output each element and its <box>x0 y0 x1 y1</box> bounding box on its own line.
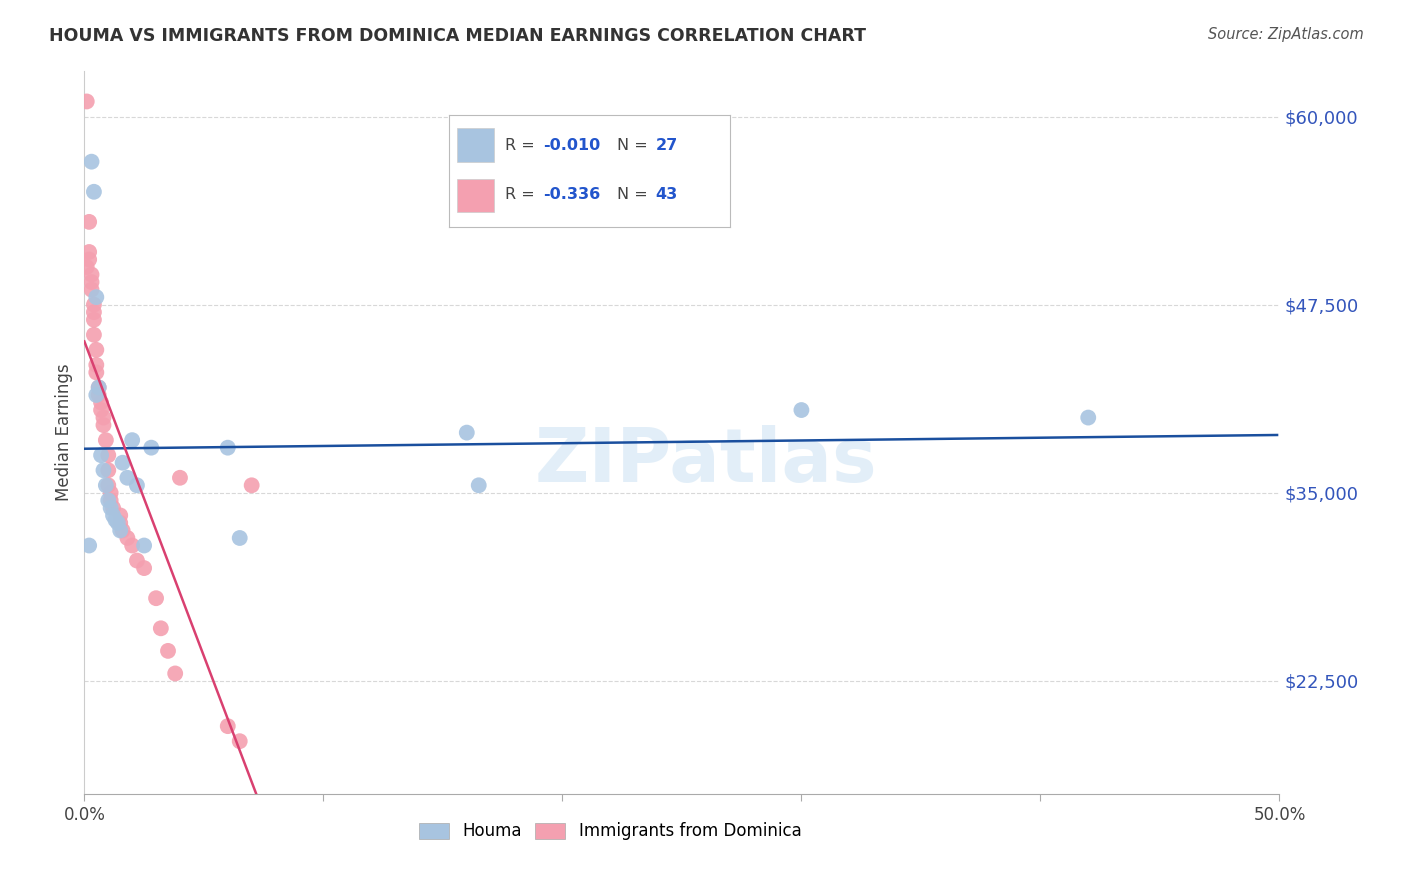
Point <box>80 275 103 289</box>
Point <box>83 312 105 326</box>
Point <box>169 471 191 485</box>
Point <box>76 95 98 109</box>
Point <box>100 485 122 500</box>
Point <box>217 719 239 733</box>
Point <box>97 493 120 508</box>
Point <box>165 666 187 681</box>
Point <box>468 478 491 492</box>
Point <box>93 410 115 425</box>
Point <box>97 478 120 492</box>
Point <box>456 425 478 440</box>
Point <box>101 500 124 515</box>
Point <box>90 403 112 417</box>
Point <box>87 388 110 402</box>
Point <box>87 380 110 394</box>
Legend: Houma, Immigrants from Dominica: Houma, Immigrants from Dominica <box>412 815 808 847</box>
Point <box>132 539 156 553</box>
Point <box>125 553 148 567</box>
Point <box>149 621 172 635</box>
Point <box>83 185 105 199</box>
Point <box>111 524 134 538</box>
Point <box>90 395 112 409</box>
Point <box>117 531 139 545</box>
Point <box>83 305 105 319</box>
Point <box>121 433 143 447</box>
Point <box>76 260 98 274</box>
Point <box>100 493 122 508</box>
Point <box>110 508 132 523</box>
Point <box>141 441 163 455</box>
Point <box>121 539 143 553</box>
Point <box>86 358 108 372</box>
Point <box>110 516 132 530</box>
Point <box>90 448 112 462</box>
Point <box>93 418 115 433</box>
Point <box>93 463 115 477</box>
Text: Source: ZipAtlas.com: Source: ZipAtlas.com <box>1208 27 1364 42</box>
Point <box>97 448 120 462</box>
Point <box>125 478 148 492</box>
Point <box>132 561 156 575</box>
Point <box>104 513 127 527</box>
Point <box>94 433 117 447</box>
Point <box>111 456 134 470</box>
Point <box>107 516 129 530</box>
Point <box>145 591 167 606</box>
Point <box>80 283 103 297</box>
Point <box>790 403 813 417</box>
Point <box>83 327 105 342</box>
Point <box>86 366 108 380</box>
Point <box>86 290 108 304</box>
Y-axis label: Median Earnings: Median Earnings <box>55 364 73 501</box>
Point <box>86 388 108 402</box>
Point <box>86 343 108 357</box>
Point <box>100 500 122 515</box>
Point <box>83 298 105 312</box>
Point <box>217 441 239 455</box>
Point <box>80 154 103 169</box>
Text: HOUMA VS IMMIGRANTS FROM DOMINICA MEDIAN EARNINGS CORRELATION CHART: HOUMA VS IMMIGRANTS FROM DOMINICA MEDIAN… <box>49 27 866 45</box>
Point <box>94 478 117 492</box>
Point <box>80 268 103 282</box>
Point <box>1077 410 1099 425</box>
Point <box>229 734 252 748</box>
Point <box>77 244 100 259</box>
Point <box>117 471 139 485</box>
Point <box>110 524 132 538</box>
Point <box>97 463 120 477</box>
Point <box>87 380 110 394</box>
Point <box>101 508 124 523</box>
Text: ZIPatlas: ZIPatlas <box>534 425 877 498</box>
Point <box>77 539 100 553</box>
Point <box>77 252 100 267</box>
Point <box>229 531 252 545</box>
Point <box>240 478 263 492</box>
Point <box>157 644 180 658</box>
Point <box>77 215 100 229</box>
